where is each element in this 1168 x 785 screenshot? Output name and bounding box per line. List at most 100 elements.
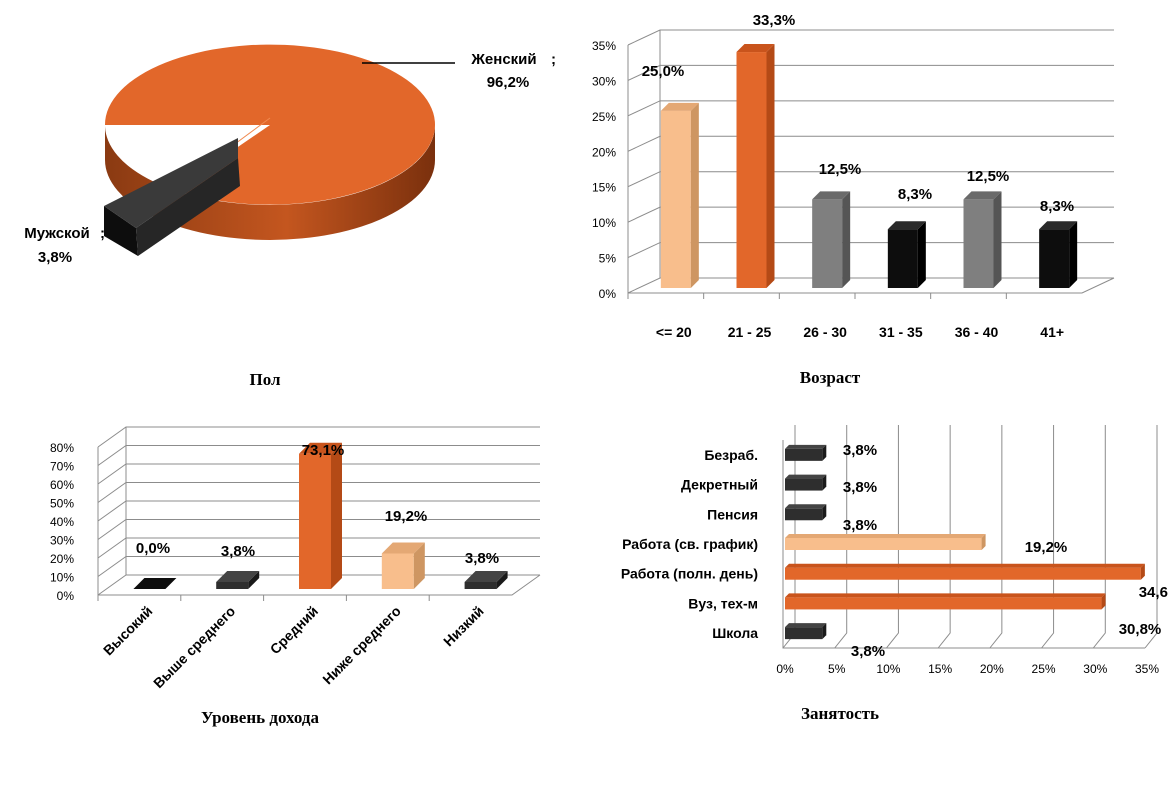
age-gridline [627,29,1114,46]
income-bar-side [413,542,425,589]
employment-bar-side [822,504,827,521]
pie-slice-male-side-front [136,158,240,256]
income-data-label: 0,0% [136,540,170,557]
age-ytick-label: 30% [592,74,616,88]
income-xtick-label: Средний [267,603,321,657]
pie-slice-male [104,138,240,256]
income-floor-edge [98,574,541,596]
age-ytick-label: 20% [592,145,616,159]
employment-category-label: Работа (полн. день) [621,566,758,582]
age-bar-top [887,221,926,230]
age-xtick-label: 21 - 25 [728,324,772,340]
employment-bar-front [785,627,823,640]
employment-bar-front [785,448,823,461]
income-bar-front [299,453,331,589]
income-ytick-label: 30% [50,534,74,548]
employment-category-label: Работа (св. график) [622,536,758,552]
employment-bar-top [785,474,827,479]
employment-bar-side [822,474,827,491]
age-xtick-label: 41+ [1040,324,1064,340]
employment-bar-front [785,508,823,521]
employment-category-label: Вуз, тех-м [688,595,758,611]
age-bar-chart: 0% 5% 10% 15% 20% 25% 30% 35% <= 20 25,0% 21 - 25 3… [592,12,1115,340]
age-ytick-label: 10% [592,216,616,230]
employment-data-label: 3,8% [843,517,877,534]
employment-bar-top [785,563,1145,568]
income-data-label: 73,1% [302,442,345,459]
age-ytick-label: 5% [599,252,617,266]
employment-bar-top [785,593,1106,598]
employment-gridline [1144,425,1158,649]
age-bar-top [1039,221,1078,230]
income-bar-top [216,570,260,582]
income-bar-front [381,553,414,589]
employment-xtick-label: 15% [928,662,952,676]
gender-pie-chart: Женский ; 96,2% Мужской ; 3,8% [24,44,556,266]
employment-xtick-label: 30% [1083,662,1107,676]
age-bar-side [993,191,1002,288]
employment-xtick-label: 25% [1032,662,1056,676]
income-bar-side [496,570,508,589]
employment-gridline [834,425,848,649]
age-data-label: 25,0% [642,63,685,80]
employment-category-label: Школа [712,625,758,641]
age-bar-top [736,44,775,53]
employment-bar-front [785,478,823,491]
age-chart-title: Возраст [799,368,861,387]
income-bar-top [464,570,508,582]
age-xtick-label: 36 - 40 [955,324,999,340]
age-bar-top [660,102,699,111]
gender-chart-title: Пол [249,370,281,389]
employment-bar-top [785,534,986,538]
employment-data-label: 30,8% [1119,621,1162,638]
employment-category-label: Пенсия [707,506,758,522]
employment-chart-title: Занятость [801,704,879,723]
income-chart-title: Уровень дохода [200,708,319,727]
employment-data-label: 3,8% [851,643,885,660]
age-bar-front [736,52,767,288]
employment-gridline [989,425,1003,649]
employment-data-label: 34,6% [1139,584,1168,601]
age-gridline [627,171,1114,188]
age-bar-front [660,110,691,288]
employment-xtick-label: 20% [980,662,1004,676]
employment-xtick-label: 5% [828,662,846,676]
pie-label-male-sep: ; [100,225,105,242]
employment-bar-front [785,538,982,550]
income-bar-top [381,542,425,554]
income-bar-top [299,442,342,454]
age-data-label: 12,5% [967,168,1010,185]
age-xtick-label: 31 - 35 [879,324,923,340]
employment-bar-top [785,623,827,628]
employment-xtick-label: 35% [1135,662,1159,676]
income-bar-front [216,581,249,589]
income-ytick-label: 0% [57,589,75,603]
age-data-label: 33,3% [753,12,796,29]
pie-label-male-name: Мужской [24,225,90,242]
age-ytick-label: 35% [592,39,616,53]
age-bar-side [842,191,851,288]
income-ytick-label: 80% [50,441,74,455]
income-data-label: 3,8% [221,543,255,560]
income-ytick-label: 40% [50,515,74,529]
age-bar-side [1069,221,1078,288]
employment-category-label: Декретный [681,477,758,493]
pie-label-female-value: 96,2% [487,74,530,91]
employment-category-label: Безраб. [704,447,758,463]
age-bar-top [812,191,851,200]
pie-label-female-name: Женский [470,51,536,68]
employment-gridline [1092,425,1106,649]
employment-gridline [1041,425,1055,649]
age-ytick-label: 0% [599,287,617,301]
age-gridline [627,64,1114,81]
income-xtick-label: Низкий [440,603,487,650]
pie-label-male-value: 3,8% [38,249,72,266]
employment-data-label: 3,8% [843,479,877,496]
age-bar-side [690,102,699,288]
age-data-label: 12,5% [819,161,862,178]
age-data-label: 8,3% [898,186,932,203]
employment-axes [782,440,1145,649]
income-bar-side [248,570,260,589]
employment-gridline [937,425,951,649]
income-xtick-label: Выше среднего [150,603,238,691]
